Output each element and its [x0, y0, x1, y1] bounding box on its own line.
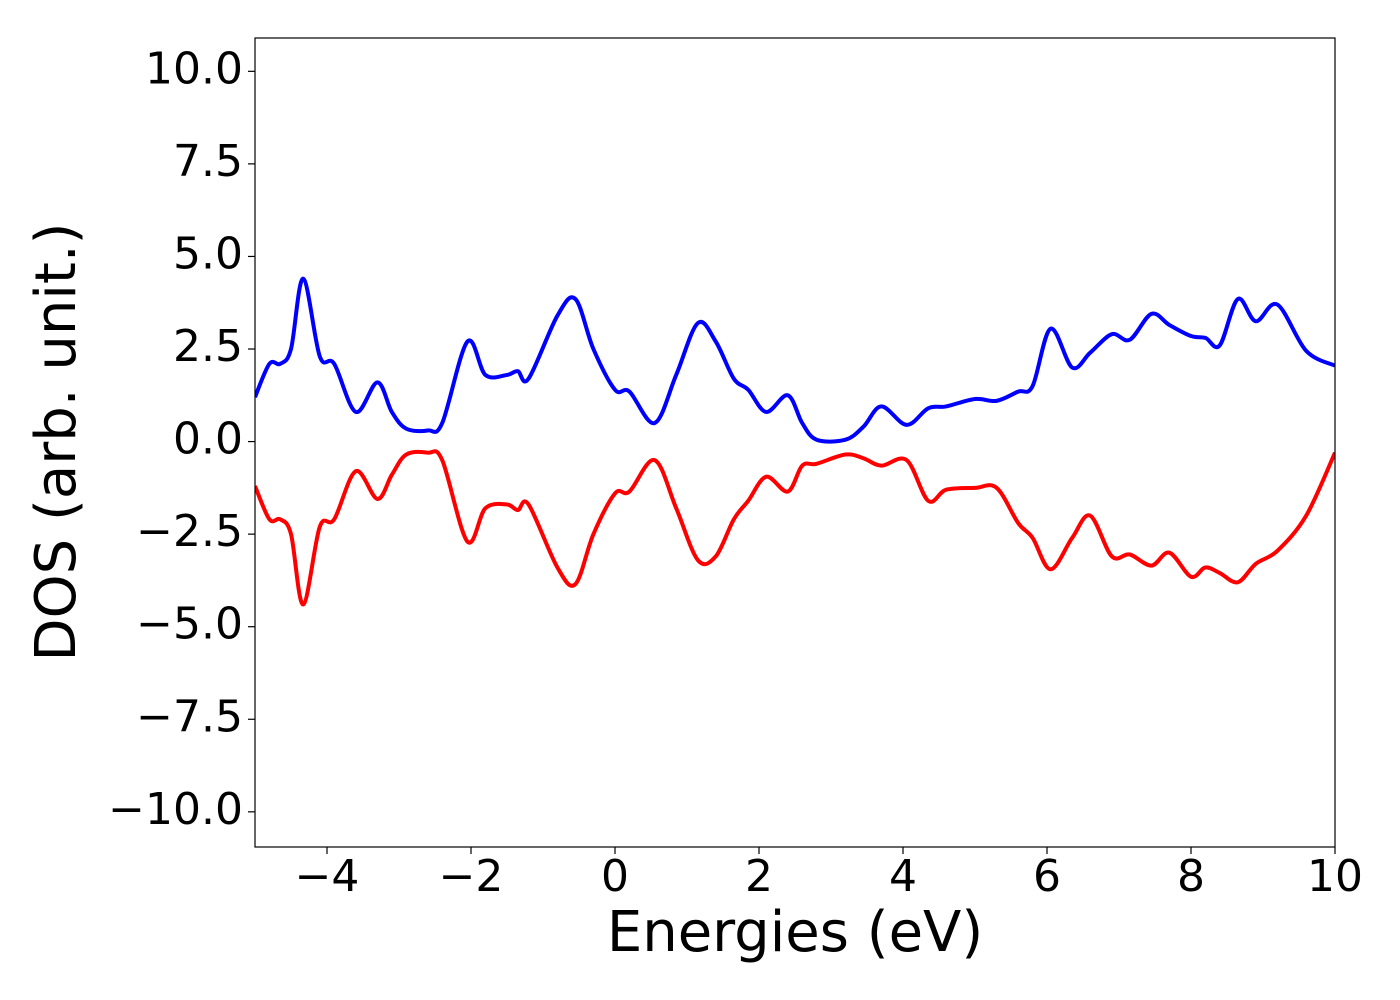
y-tick-label: 5.0: [173, 228, 243, 279]
plot-lines: [255, 276, 1335, 607]
y-axis-label: DOS (arb. unit.): [24, 222, 89, 661]
y-tick-label: −2.5: [136, 506, 243, 557]
series-line: [255, 276, 1335, 444]
y-tick-label: 7.5: [173, 136, 243, 187]
y-tick-label: 2.5: [173, 321, 243, 372]
x-tick-label: 2: [745, 851, 773, 902]
x-tick-label: 8: [1177, 851, 1205, 902]
x-tick-label: −2: [439, 851, 504, 902]
x-tick-label: 4: [889, 851, 917, 902]
plot-frame: [254, 37, 1336, 848]
x-axis-label: Energies (eV): [607, 900, 983, 965]
y-tick-label: −10.0: [108, 784, 243, 835]
x-tick-label: 6: [1033, 851, 1061, 902]
x-tick-label: 0: [601, 851, 629, 902]
y-tick-label: −5.0: [136, 599, 243, 650]
y-tick-label: 10.0: [145, 43, 243, 94]
y-tick-label: 0.0: [173, 414, 243, 465]
series-line: [255, 449, 1335, 607]
x-tick-label: 10: [1307, 851, 1363, 902]
x-tick-label: −4: [295, 851, 360, 902]
y-tick-label: −7.5: [136, 691, 243, 742]
